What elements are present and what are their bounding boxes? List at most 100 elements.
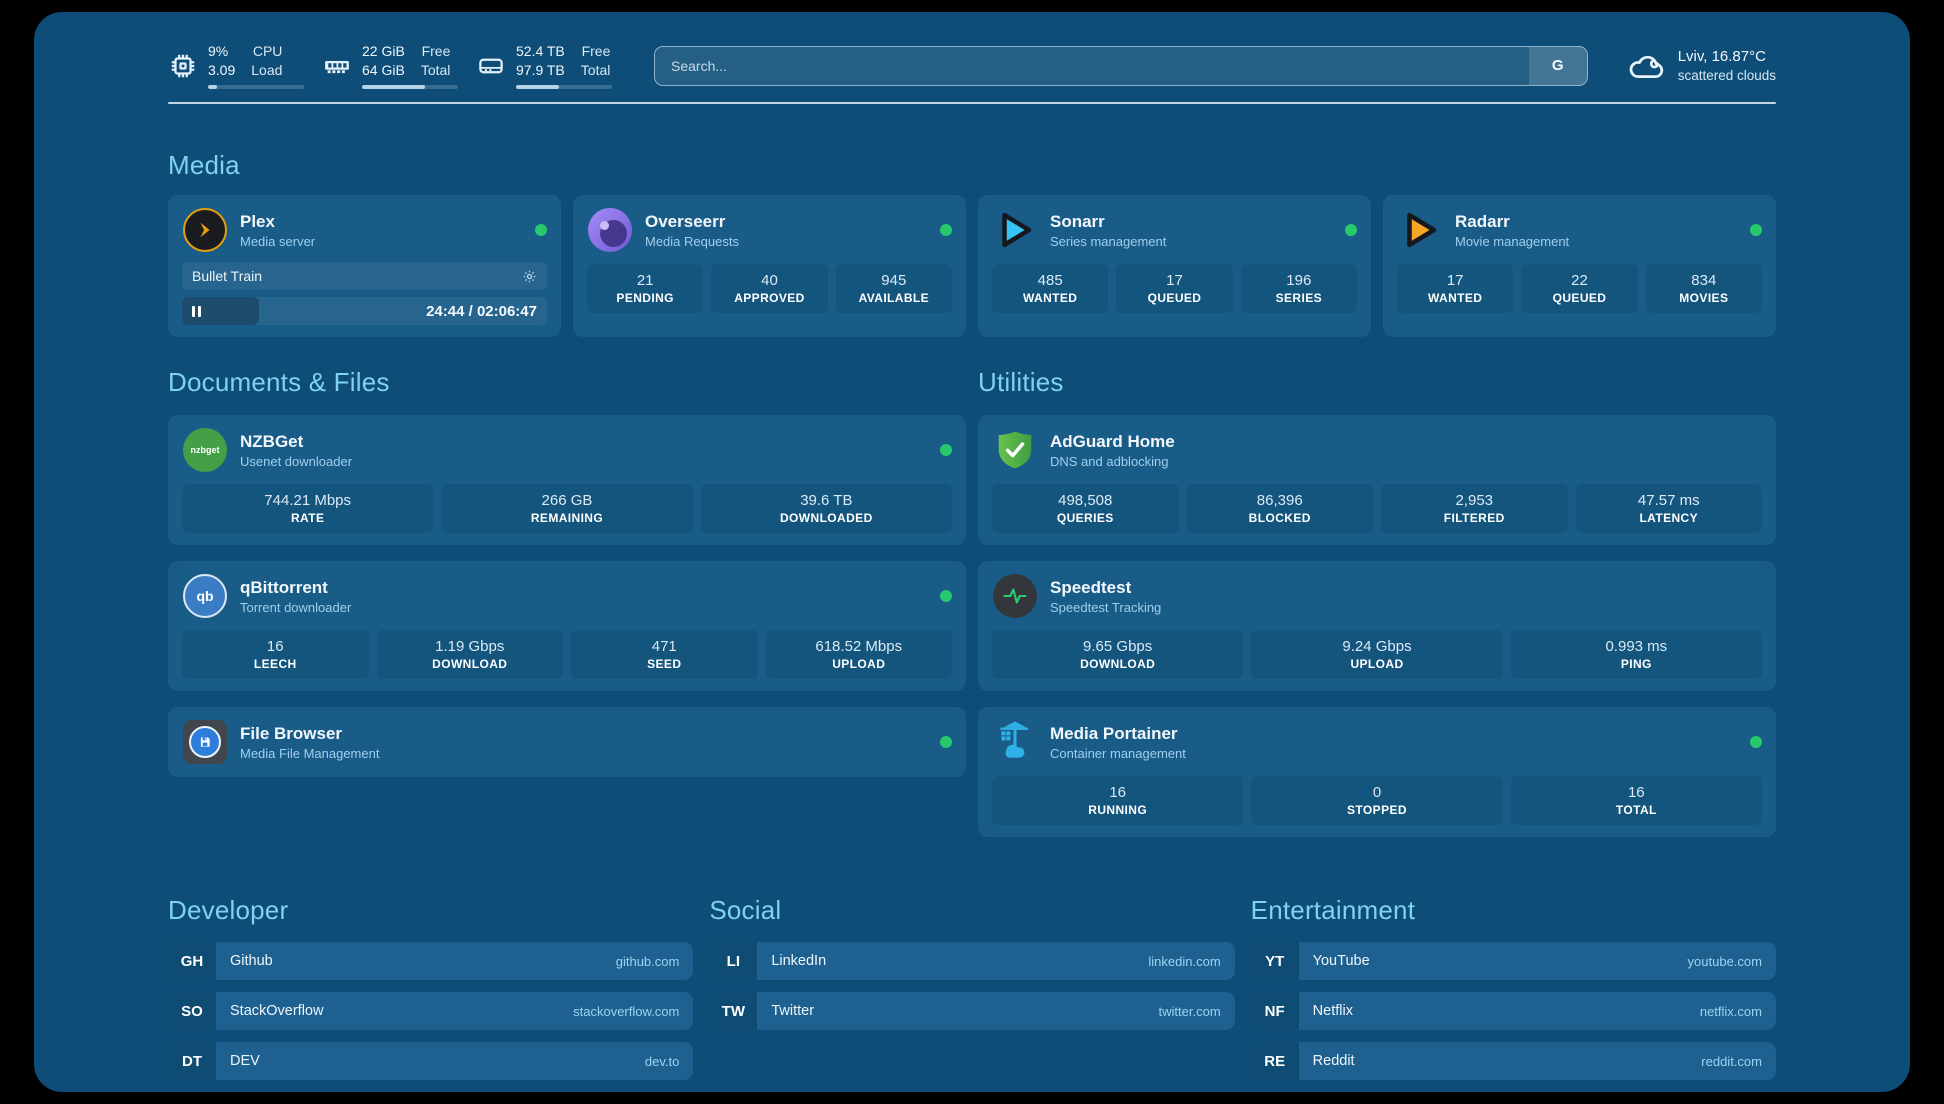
app-card-adguard[interactable]: AdGuard Home DNS and adblocking 498,508 … [978, 415, 1776, 545]
bookmark-linkedin[interactable]: LI LinkedIn linkedin.com [709, 942, 1235, 980]
bookmark-name: LinkedIn [771, 953, 827, 969]
disk-progress-bar [516, 85, 612, 89]
app-card-qbittorrent[interactable]: qb qBittorrent Torrent downloader 16 LEE… [168, 561, 966, 691]
bookmark-domain: dev.to [644, 1053, 680, 1069]
app-desc: Media File Management [240, 745, 380, 761]
stat-tile: 471 SEED [571, 630, 758, 679]
disk-stat: 52.4 TB 97.9 TB Free Total [476, 42, 612, 89]
stat-tile: 744.21 Mbps RATE [182, 484, 434, 533]
app-name: Radarr [1455, 211, 1510, 231]
top-bar: 9% 3.09 CPU Load [168, 42, 1776, 89]
app-card-speedtest[interactable]: Speedtest Speedtest Tracking 9.65 Gbps D… [978, 561, 1776, 691]
sonarr-icon [992, 207, 1038, 253]
section-title-utilities: Utilities [978, 367, 1064, 397]
app-desc: Series management [1050, 233, 1167, 249]
gear-icon[interactable] [522, 269, 537, 284]
stat-tile: 498,508 QUERIES [992, 484, 1179, 533]
disk-total-value: 97.9 TB [516, 62, 565, 78]
bookmark-stackoverflow[interactable]: SO StackOverflow stackoverflow.com [168, 992, 694, 1030]
status-dot [940, 590, 952, 602]
cpu-usage-label: CPU [252, 43, 283, 59]
bookmark-domain: github.com [615, 953, 680, 969]
adguard-icon [992, 427, 1038, 473]
section-title-developer: Developer [168, 895, 289, 925]
disk-free-label: Free [581, 43, 611, 59]
bookmark-dev[interactable]: DT DEV dev.to [168, 1042, 694, 1080]
stat-tile: 0.993 ms PING [1510, 630, 1762, 679]
cpu-progress-bar [208, 85, 304, 89]
app-card-radarr[interactable]: Radarr Movie management 17 WANTED 22 QUE… [1383, 195, 1776, 337]
now-playing-title: Bullet Train [192, 268, 263, 284]
weather-widget[interactable]: Lviv, 16.87°C scattered clouds [1626, 47, 1776, 85]
bookmark-github[interactable]: GH Github github.com [168, 942, 694, 980]
bookmark-abbr: SO [168, 992, 216, 1030]
bookmark-name: Twitter [771, 1003, 815, 1019]
now-playing-row: Bullet Train [182, 262, 547, 290]
status-dot [940, 736, 952, 748]
bookmark-abbr: GH [168, 942, 216, 980]
stat-tile: 2,953 FILTERED [1381, 484, 1568, 533]
section-title-media: Media [168, 150, 240, 180]
app-card-overseerr[interactable]: Overseerr Media Requests 21 PENDING 40 A… [573, 195, 966, 337]
search-engine-button[interactable]: G [1528, 46, 1587, 85]
stat-tile: 22 QUEUED [1521, 264, 1638, 313]
app-name: qBittorrent [240, 577, 328, 597]
app-name: Speedtest [1050, 577, 1132, 597]
cpu-usage-value: 9% [208, 43, 229, 59]
stat-tile: 86,396 BLOCKED [1186, 484, 1373, 533]
stat-tile: 16 TOTAL [1510, 776, 1762, 825]
bookmark-abbr: LI [709, 942, 758, 980]
app-name: Overseerr [645, 211, 726, 231]
qbittorrent-icon: qb [182, 573, 228, 619]
app-card-plex[interactable]: Plex Media server Bullet Train 24:44 / 0 [168, 195, 561, 337]
memory-free-label: Free [421, 43, 451, 59]
search-input[interactable] [655, 46, 1529, 85]
memory-stat: 22 GiB 64 GiB Free Total [322, 42, 458, 89]
portainer-icon [992, 719, 1038, 765]
system-stats: 9% 3.09 CPU Load [168, 42, 612, 89]
status-dot [1750, 224, 1762, 236]
app-desc: Torrent downloader [240, 599, 352, 615]
stat-tile: 17 WANTED [1397, 264, 1514, 313]
stat-tile: 16 LEECH [182, 630, 369, 679]
bookmark-netflix[interactable]: NF Netflix netflix.com [1250, 992, 1776, 1030]
stat-tile: 945 AVAILABLE [835, 264, 952, 313]
disk-free-value: 52.4 TB [516, 43, 565, 59]
bookmark-name: DEV [230, 1053, 260, 1069]
section-title-entertainment: Entertainment [1250, 895, 1416, 925]
bookmark-domain: youtube.com [1687, 953, 1762, 969]
section-title-documents: Documents & Files [168, 367, 390, 397]
app-card-nzbget[interactable]: nzbget NZBGet Usenet downloader 744.21 M… [168, 415, 966, 545]
bookmark-reddit[interactable]: RE Reddit reddit.com [1250, 1042, 1776, 1080]
section-documents: Documents & Files nzbget NZBGet Usenet d… [168, 367, 966, 837]
bookmark-youtube[interactable]: YT YouTube youtube.com [1250, 942, 1776, 980]
memory-progress-bar [362, 85, 458, 89]
app-card-portainer[interactable]: Media Portainer Container management 16 … [978, 707, 1776, 837]
stat-tile: 9.65 Gbps DOWNLOAD [992, 630, 1244, 679]
bookmark-twitter[interactable]: TW Twitter twitter.com [709, 992, 1235, 1030]
weather-location-temp: Lviv, 16.87°C [1677, 47, 1766, 65]
pause-icon[interactable] [192, 305, 201, 317]
playback-progress-bar[interactable]: 24:44 / 02:06:47 [182, 297, 547, 325]
stat-tile: 1.19 Gbps DOWNLOAD [376, 630, 563, 679]
bookmark-name: Netflix [1312, 1003, 1353, 1019]
header-divider [168, 102, 1776, 104]
status-dot [940, 224, 952, 236]
cloud-icon [1629, 55, 1663, 78]
stat-tile: 16 RUNNING [992, 776, 1244, 825]
stat-tile: 0 STOPPED [1251, 776, 1503, 825]
stat-tile: 196 SERIES [1240, 264, 1357, 313]
status-dot [1750, 736, 1762, 748]
app-card-filebrowser[interactable]: File Browser Media File Management [168, 707, 966, 777]
bookmark-group-entertainment: Entertainment YT YouTube youtube.com NF … [1250, 895, 1776, 1080]
stat-tile: 39.6 TB DOWNLOADED [700, 484, 952, 533]
bookmark-group-developer: Developer GH Github github.com SO StackO… [168, 895, 694, 1080]
filebrowser-icon [182, 719, 228, 765]
app-desc: Container management [1050, 745, 1186, 761]
app-card-sonarr[interactable]: Sonarr Series management 485 WANTED 17 Q… [978, 195, 1371, 337]
stat-tile: 485 WANTED [992, 264, 1109, 313]
cpu-load-label: Load [251, 62, 283, 78]
weather-condition: scattered clouds [1677, 67, 1776, 83]
bookmark-name: Reddit [1312, 1053, 1355, 1069]
bookmark-domain: stackoverflow.com [573, 1003, 680, 1019]
